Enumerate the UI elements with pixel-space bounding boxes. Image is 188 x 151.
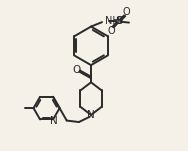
Text: N: N (87, 110, 95, 120)
Text: S: S (115, 16, 123, 26)
Text: N: N (50, 116, 58, 126)
Text: O: O (73, 65, 81, 75)
Text: O: O (122, 7, 130, 17)
Text: O: O (108, 26, 115, 36)
Text: NH: NH (105, 16, 119, 26)
